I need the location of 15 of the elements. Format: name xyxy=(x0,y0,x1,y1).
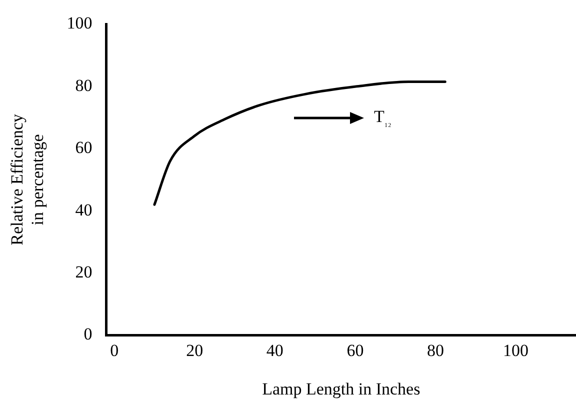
y-tick-label: 80 xyxy=(75,76,92,95)
x-axis-title: Lamp Length in Inches xyxy=(262,379,420,398)
y-tick-label: 20 xyxy=(75,262,92,282)
x-tick-label: 60 xyxy=(346,340,364,360)
y-axis-title: Relative Efficiency in percentage xyxy=(8,114,48,246)
x-tick-label: 80 xyxy=(426,340,444,360)
x-tick-label: 20 xyxy=(186,340,204,360)
y-tick-label: 100 xyxy=(66,14,92,33)
y-tick-label: 60 xyxy=(75,138,92,158)
y-tick-label: 0 xyxy=(84,324,92,344)
line-series xyxy=(153,80,446,206)
x-tick-label: 40 xyxy=(266,340,284,360)
x-tick-label: 100 xyxy=(503,340,529,360)
y-tick-label: 40 xyxy=(75,200,92,220)
x-tick-label: 0 xyxy=(110,340,119,360)
